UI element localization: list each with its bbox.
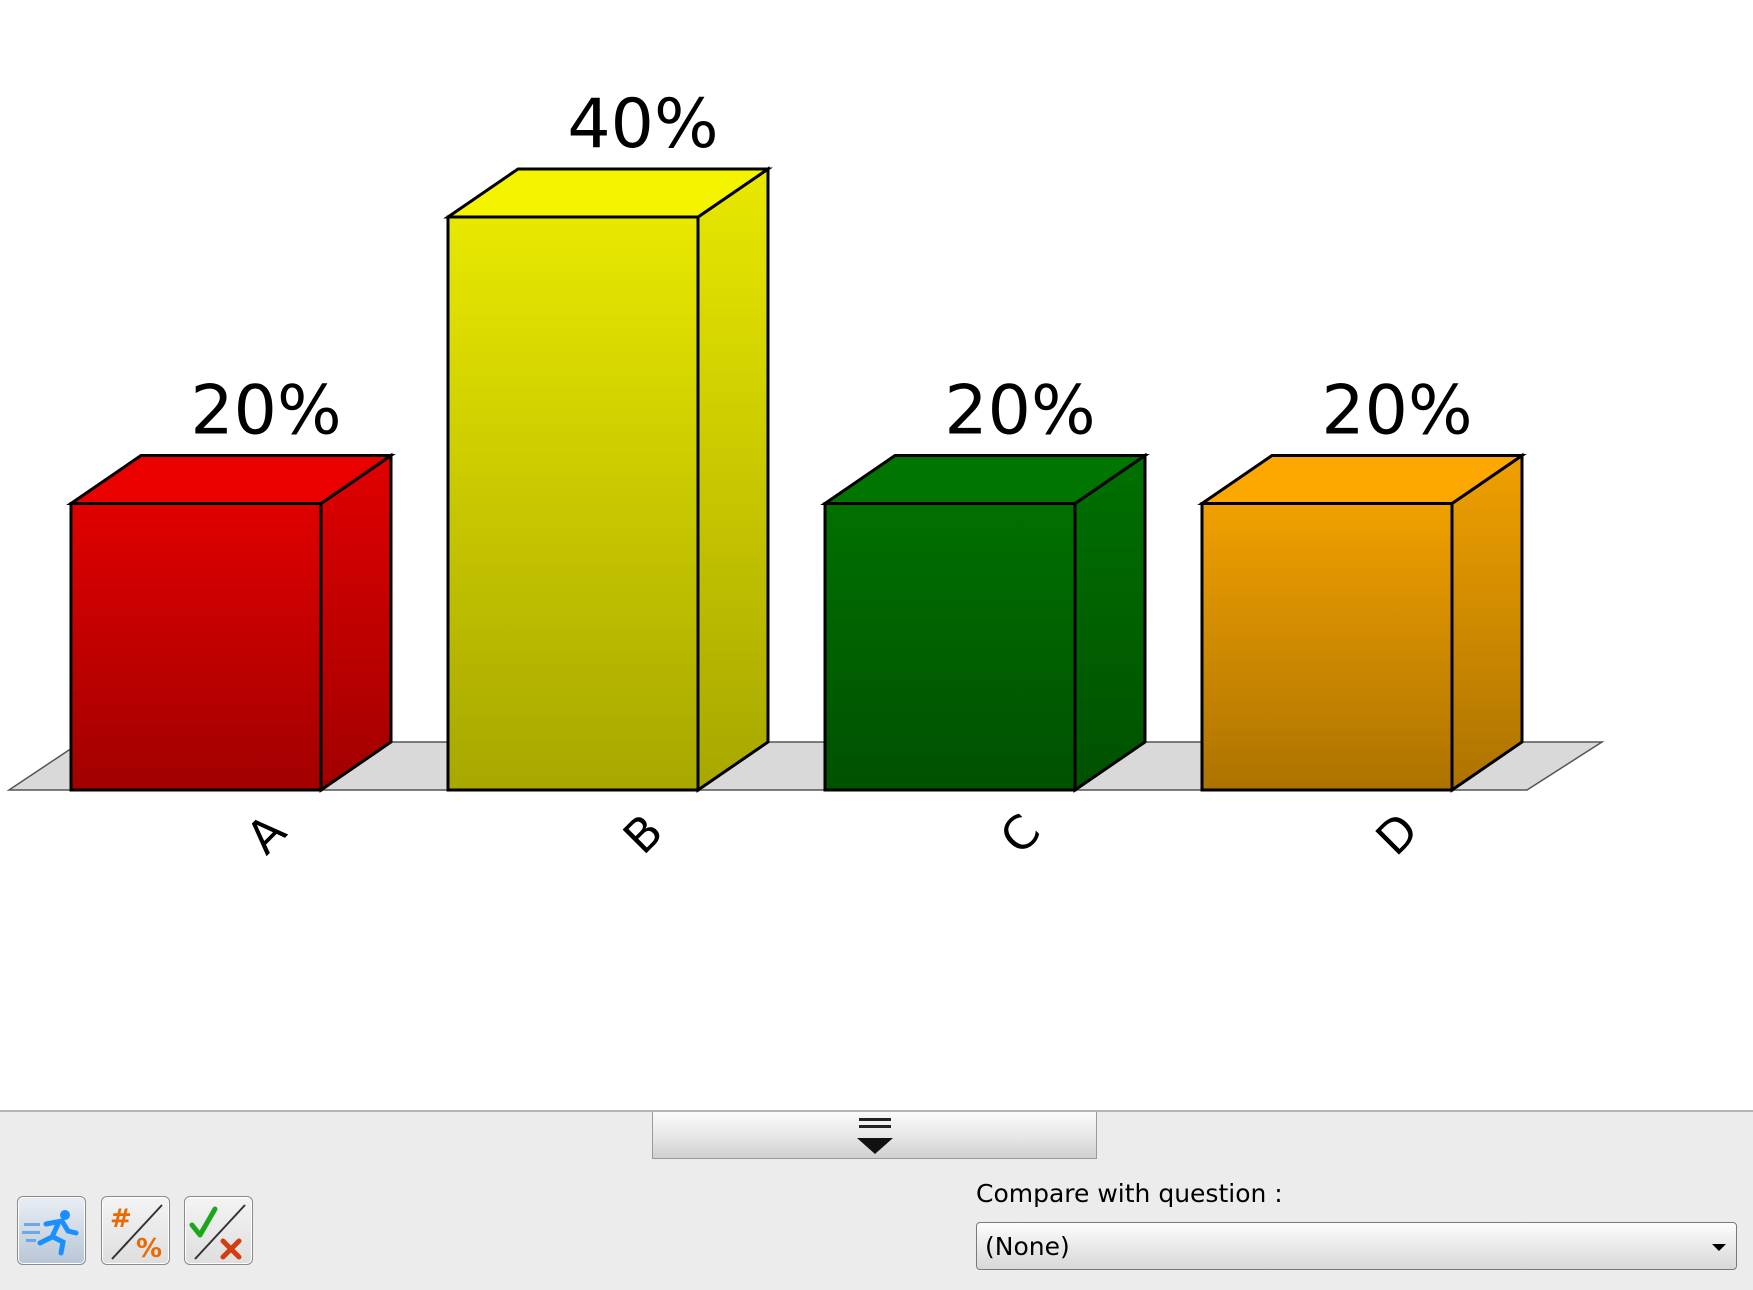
bar-side-D	[1450, 452, 1524, 793]
menu-lines-icon	[859, 1118, 891, 1132]
bar-side-A	[319, 452, 393, 793]
bar-A	[66, 452, 396, 793]
running-man-icon	[22, 1210, 79, 1256]
show-correct-answer-button[interactable]	[184, 1196, 253, 1265]
bar-C	[820, 452, 1150, 793]
compare-selected-value: (None)	[985, 1232, 1070, 1261]
bottom-panel: # % Compare with question : (None)	[0, 1110, 1753, 1290]
bar-front-C	[823, 502, 1077, 792]
bar-front-B	[446, 215, 700, 792]
svg-text:#: #	[110, 1204, 132, 1234]
check-cross-icon	[189, 1204, 246, 1260]
bar-top-B	[443, 167, 773, 219]
number-percent-icon: # %	[110, 1204, 163, 1264]
bar-side-B	[696, 166, 770, 793]
bar-B	[443, 166, 773, 793]
category-label-B: B	[613, 804, 674, 865]
value-label-D: 20%	[1321, 372, 1472, 451]
chevron-down-icon	[1712, 1244, 1726, 1251]
bar-top-A	[66, 454, 396, 505]
run-button[interactable]	[17, 1196, 86, 1265]
value-label-C: 20%	[944, 372, 1095, 451]
count-percent-toggle-button[interactable]: # %	[101, 1196, 170, 1265]
down-arrow-icon	[857, 1138, 893, 1154]
category-label-C: C	[990, 804, 1051, 865]
value-label-B: 40%	[567, 85, 718, 164]
compare-question-dropdown[interactable]: (None)	[976, 1222, 1737, 1270]
collapse-panel-toggle[interactable]	[652, 1112, 1097, 1159]
bar-front-A	[69, 502, 323, 792]
bar-top-D	[1197, 454, 1527, 505]
bar-D	[1197, 452, 1527, 793]
compare-label: Compare with question :	[976, 1179, 1283, 1208]
bar-top-C	[820, 454, 1150, 505]
chart-area: 20% A 40% B 20% C 20% D	[6, 85, 1605, 866]
value-label-A: 20%	[190, 372, 341, 451]
svg-text:%: %	[136, 1234, 162, 1264]
bar-front-D	[1200, 502, 1454, 792]
category-label-A: A	[236, 803, 297, 864]
bar-side-C	[1073, 452, 1147, 793]
category-label-D: D	[1365, 802, 1428, 865]
bar-chart: 20% A 40% B 20% C 20% D	[6, 85, 1605, 866]
